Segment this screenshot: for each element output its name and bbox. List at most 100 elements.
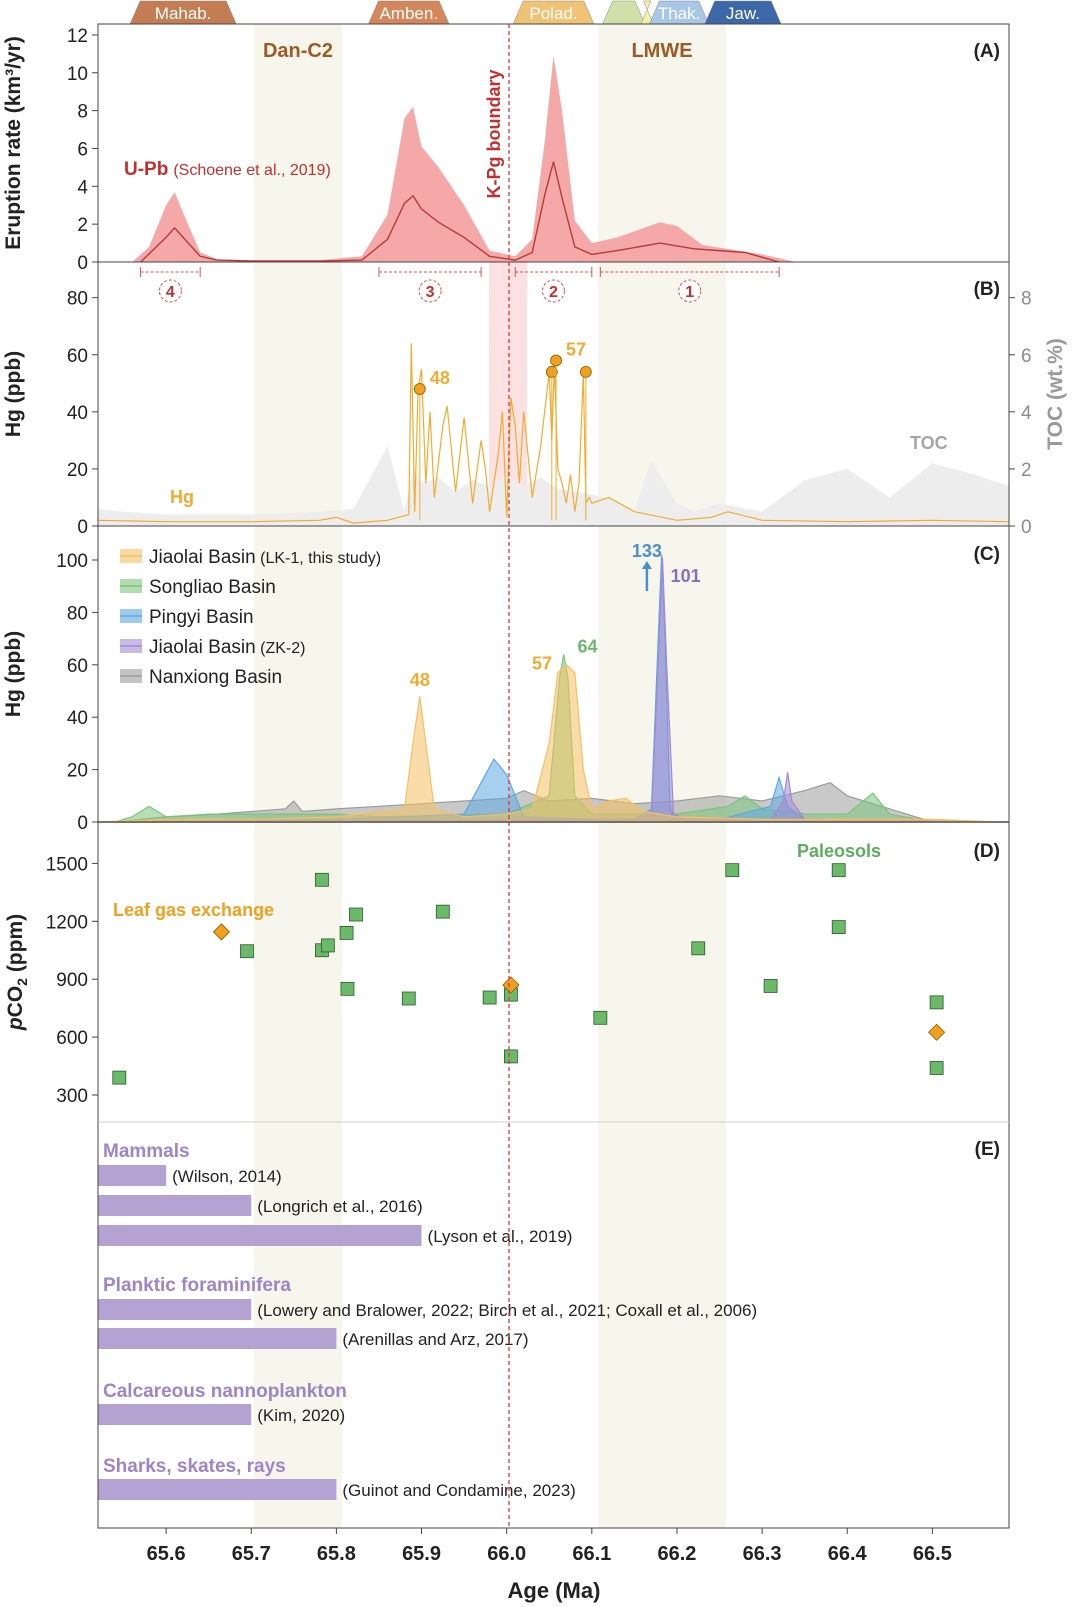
upb-label-main: U-Pb: [124, 159, 168, 180]
range-bar: [98, 1195, 252, 1216]
x-tick-label: 65.7: [232, 1543, 271, 1565]
magnetochron-bar: Mahab. Amben. Polad. Thak. Jaw.: [129, 0, 782, 25]
y-tick-label: 60: [67, 346, 88, 367]
legend-label: Nanxiong Basin: [149, 667, 282, 688]
chron-label: Thak.: [658, 4, 701, 23]
paleosol-point: [504, 1049, 518, 1064]
range-bar-label: (Lyson et al., 2019): [428, 1227, 573, 1246]
y-tick-label: 40: [67, 403, 88, 424]
y-tick-label: 12: [67, 26, 88, 47]
toc-series-label: TOC: [910, 433, 948, 453]
peak-label: 101: [671, 566, 701, 586]
pulse-label: 4: [166, 284, 175, 301]
legend-label-main: Jiaolai Basin: [149, 637, 256, 658]
y-tick-label: 600: [56, 1028, 88, 1049]
x-tick-label: 65.6: [147, 1543, 186, 1565]
peak-label: 48: [410, 670, 430, 690]
y-tick-label: 80: [67, 603, 88, 624]
eruption-rate-envelope: [132, 55, 797, 263]
area-pingyi-basin: [97, 554, 1010, 823]
legend-label-sub: (LK-1, this study): [256, 550, 381, 567]
paleosol-point: [320, 938, 335, 953]
panel-label: (B): [974, 279, 1000, 300]
group-title-sharks-skates-rays: Sharks, skates, rays: [103, 1456, 286, 1477]
x-tick-label: 66.4: [828, 1543, 868, 1565]
x-tick-label: 65.8: [317, 1543, 356, 1565]
x-tick-label: 66.2: [657, 1543, 696, 1565]
range-bar-label: (Guinot and Condamine, 2023): [342, 1481, 575, 1500]
y-axis-label-part: (ppm): [4, 914, 27, 978]
legend-label: Pingyi Basin: [149, 607, 254, 628]
x-axis-label: Age (Ma): [508, 1578, 601, 1603]
upb-label-ref: (Schoene et al., 2019): [173, 162, 330, 179]
hg-line: [97, 343, 1010, 524]
y2-tick-label: 0: [1021, 517, 1032, 538]
y2-tick-label: 6: [1021, 346, 1032, 367]
range-bar: [98, 1328, 337, 1349]
legend-label-main: Pingyi Basin: [149, 607, 254, 628]
leaf-gas-exchange-point: [212, 923, 231, 941]
panel-d: 300 600 900 1200 1500 pCO2 (ppm) Leaf gas exch…: [4, 841, 1000, 1107]
y-tick-label: 0: [77, 813, 88, 834]
legend-label: Songliao Basin: [149, 577, 276, 598]
leaf-gas-exchange-point: [928, 1023, 946, 1041]
y-tick-label: 1200: [46, 912, 88, 933]
legend-item-nanxiong-basin: Nanxiong Basin: [120, 667, 282, 688]
range-bar: [98, 1404, 252, 1425]
paleosol-point: [339, 925, 354, 940]
pulse-marker: [678, 279, 702, 303]
y-tick-label: 10: [67, 64, 88, 85]
frames: [97, 23, 1010, 1529]
legend-item-songliao-basin: Songliao Basin: [120, 577, 276, 598]
x-tick-label: 66.0: [487, 1543, 526, 1565]
y-tick-label: 20: [67, 761, 88, 782]
y-tick-label: 0: [77, 517, 88, 538]
legend-label: Jiaolai Basin (LK-1, this study): [149, 547, 381, 568]
paleosol-point: [401, 991, 416, 1006]
group-title-mammals: Mammals: [103, 1141, 190, 1162]
pulse-marker: [158, 279, 182, 303]
paleosol-point: [831, 863, 846, 878]
hg-peak-point: [550, 354, 562, 367]
chron-label: Polad.: [529, 4, 577, 23]
y2-tick-label: 4: [1021, 403, 1032, 424]
kpg-boundary-label: K-Pg boundary: [484, 70, 504, 199]
paleosol-point: [112, 1070, 127, 1085]
legend-item-jiaolai-basin-zk-2: Jiaolai Basin (ZK-2): [120, 637, 305, 658]
area-jiaolai-basin-lk-1-this-study: [97, 663, 1001, 823]
y2-tick-label: 2: [1021, 460, 1032, 481]
pulse-label: 1: [685, 284, 694, 301]
hg-peak-point: [545, 365, 558, 378]
range-bar: [98, 1479, 337, 1500]
plot-frame: [97, 23, 1010, 1529]
y-tick-label: 4: [77, 177, 88, 198]
legend-label-main: Jiaolai Basin: [149, 547, 256, 568]
paleosol-point: [929, 1061, 944, 1075]
paleosol-point: [691, 941, 706, 956]
legend-item-pingyi-basin: Pingyi Basin: [120, 607, 254, 628]
pulse-marker: [418, 279, 442, 303]
range-bar-label: (Lowery and Bralower, 2022; Birch et al.…: [257, 1301, 757, 1320]
group-title-planktic-foraminifera: Planktic foraminifera: [103, 1275, 291, 1296]
y-tick-label: 0: [77, 253, 88, 274]
chron-label: Mahab.: [155, 4, 212, 23]
dan-c2-label: Dan-C2: [263, 40, 333, 62]
y-tick-label: 60: [67, 656, 88, 677]
paleosol-point: [240, 944, 254, 959]
peak-label: 64: [578, 636, 598, 656]
leaf-gas-exchange-point: [502, 976, 520, 994]
range-bar: [98, 1299, 252, 1320]
paleosol-point: [435, 904, 450, 919]
y-axis-label-part: CO: [4, 986, 27, 1018]
y-tick-label: 300: [56, 1086, 88, 1107]
y-axis-label: pCO2 (ppm): [4, 914, 30, 1031]
pulse-label: 2: [549, 284, 558, 301]
panel-b: 48 57 0 20 40 60 80 0 2 4 6 8 Hg (ppb) TOC (wt.%) Hg TO…: [2, 279, 1067, 538]
range-bar: [98, 1165, 167, 1186]
chron-unlabeled: [602, 0, 646, 25]
lmwe-label: LMWE: [631, 40, 692, 62]
paleosol-point: [482, 990, 497, 1005]
pulse-label: 3: [426, 284, 435, 301]
chron-label: Amben.: [379, 4, 438, 23]
paleosol-point: [340, 981, 355, 996]
